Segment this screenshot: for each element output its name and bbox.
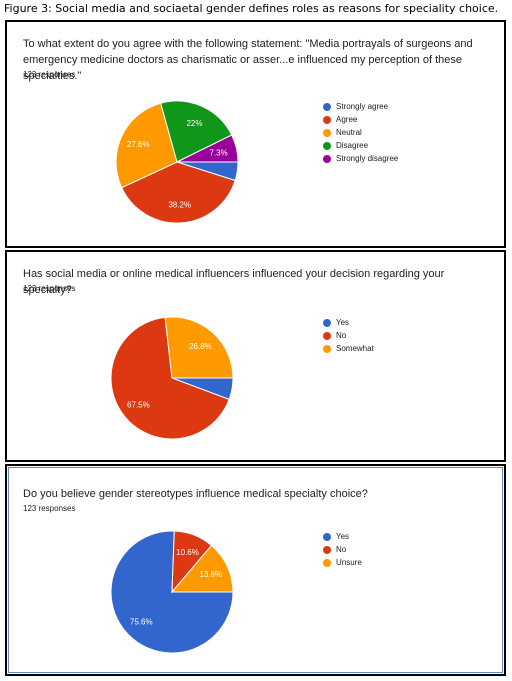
pie-slice-unsure (170, 544, 234, 593)
legend-label: Unsure (336, 558, 362, 567)
pie-slice-neutral (115, 102, 178, 189)
chart-legend: Strongly agree Agree Neutral Disagree Strong… (323, 100, 398, 165)
legend-label: No (336, 331, 347, 340)
chart-panel-media-portrayals: To what extent do you agree with the fol… (5, 20, 506, 248)
legend-swatch (323, 115, 331, 124)
legend-swatch (323, 532, 331, 541)
slice-percent-label: 10.6% (176, 548, 199, 557)
legend-swatch (323, 318, 331, 327)
legend-label: Yes (336, 532, 350, 541)
pie-slice-disagree (160, 100, 233, 163)
legend-swatch (323, 331, 331, 340)
response-count: 123 responses (23, 284, 76, 293)
legend-item-strongly-disagree: Strongly disagree (323, 152, 398, 165)
slice-percent-label: 22% (186, 119, 202, 128)
legend-item-disagree: Disagree (323, 139, 398, 152)
pie-chart: 38.2% 27.6% 22% 7.3% (115, 100, 239, 224)
chart-panel-social-media-influence: Has social media or online medical influ… (5, 250, 506, 462)
pie-chart: 67.5% 26.8% (110, 316, 234, 440)
chart-legend: Yes No Unsure (323, 530, 362, 569)
pie-slice-somewhat (164, 316, 234, 379)
legend-swatch (323, 128, 331, 137)
legend-item-yes: Yes (323, 316, 374, 329)
slice-percent-label: 27.6% (127, 140, 150, 149)
legend-item-unsure: Unsure (323, 556, 362, 569)
response-count: 123 responses (23, 70, 76, 79)
slice-percent-label: 67.5% (127, 400, 150, 409)
legend-item-yes: Yes (323, 530, 362, 543)
legend-item-neutral: Neutral (323, 126, 398, 139)
legend-swatch (323, 141, 331, 150)
legend-label: Yes (336, 318, 350, 327)
chart-legend: Yes No Somewhat (323, 316, 374, 355)
legend-item-no: No (323, 543, 362, 556)
slice-percent-label: 38.2% (168, 201, 191, 210)
legend-label: Agree (336, 115, 358, 124)
legend-label: Strongly agree (336, 102, 389, 111)
legend-swatch (323, 545, 331, 554)
slice-percent-label: 13.8% (199, 570, 222, 579)
question-title: To what extent do you agree with the fol… (23, 38, 473, 82)
chart-panel-gender-stereotypes: Do you believe gender stereotypes influe… (5, 464, 506, 676)
legend-swatch (323, 154, 331, 163)
legend-label: Neutral (336, 128, 362, 137)
slice-percent-label: 75.6% (130, 618, 153, 627)
legend-item-strongly-agree: Strongly agree (323, 100, 398, 113)
legend-label: No (336, 545, 347, 554)
pie-slice-strongly-disagree (176, 134, 239, 163)
legend-item-somewhat: Somewhat (323, 342, 374, 355)
legend-swatch (323, 558, 331, 567)
legend-label: Strongly disagree (336, 154, 399, 163)
pie-slice-agree (120, 161, 236, 224)
legend-label: Somewhat (336, 344, 374, 353)
pie-chart: 75.6% 10.6% 13.8% (110, 530, 234, 654)
legend-swatch (323, 102, 331, 111)
question-title: Do you believe gender stereotypes influe… (23, 488, 368, 500)
legend-item-no: No (323, 329, 374, 342)
legend-item-agree: Agree (323, 113, 398, 126)
figure-caption: Figure 3: Social media and sociaetal gen… (4, 2, 499, 15)
slice-percent-label: 7.3% (209, 148, 227, 157)
response-count: 123 responses (23, 504, 76, 513)
legend-label: Disagree (336, 141, 369, 150)
legend-swatch (323, 344, 331, 353)
question-title: Has social media or online medical influ… (23, 268, 445, 296)
pie-slice-no (110, 316, 230, 440)
slice-percent-label: 26.8% (189, 342, 212, 351)
